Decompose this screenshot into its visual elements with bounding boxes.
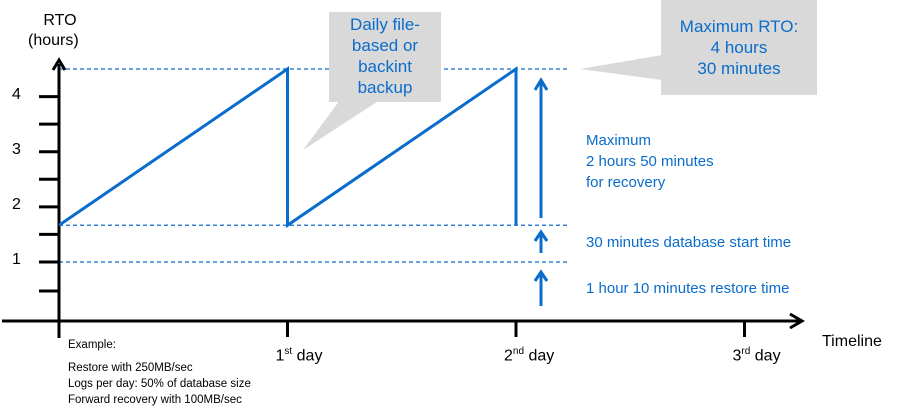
max-rto-callout-pointer — [580, 55, 662, 80]
y-axis-arrowhead — [51, 57, 67, 71]
backup-callout-pointer — [303, 100, 380, 150]
rto-sawtooth-line — [58, 66, 518, 229]
callout-line: backup — [357, 78, 413, 97]
y-axis-title-unit: (hours) — [28, 32, 79, 49]
y-tick-label: 1 — [12, 251, 21, 268]
x-tick-label: 3rd day — [733, 346, 781, 365]
x-tick-ordinal: rd — [741, 346, 751, 357]
x-tick-label: 2nd day — [504, 346, 554, 365]
x-axis-title: Timeline — [822, 333, 882, 350]
callout-line: 30 minutes — [697, 59, 781, 78]
x-tick-number: 2 — [504, 347, 513, 365]
x-tick-word: day — [754, 347, 781, 365]
example-details: Restore with 250MB/sec Logs per day: 50%… — [68, 360, 251, 408]
callout-line: Maximum RTO: — [679, 17, 799, 36]
start-time-annotation: 30 minutes database start time — [586, 234, 792, 251]
start-time-arrow — [533, 229, 549, 253]
callout-line: Daily file- — [350, 15, 420, 34]
callout-line: backint — [358, 57, 412, 76]
y-axis-title: RTO — [40, 10, 80, 32]
recovery-arrow — [533, 77, 549, 218]
x-tick-number: 3 — [732, 347, 742, 365]
annotation-line: 2 hours 50 minutes — [586, 153, 714, 170]
example-line: Forward recovery with 100MB/sec — [68, 394, 242, 406]
x-tick-word: day — [528, 347, 555, 365]
x-tick-word: day — [296, 347, 323, 365]
x-axis-arrowhead — [789, 312, 805, 330]
example-line: Restore with 250MB/sec — [68, 362, 193, 374]
example-title: Example: — [68, 339, 116, 351]
x-tick-number: 1 — [275, 347, 285, 365]
x-tick-label: 1st day — [276, 346, 323, 365]
y-tick-label: 2 — [12, 195, 21, 213]
annotation-line: Maximum — [586, 132, 652, 149]
backup-callout: Daily file- based or backint backup — [329, 12, 441, 102]
max-rto-callout: Maximum RTO: 4 hours 30 minutes — [661, 0, 817, 95]
annotation-line: for recovery — [586, 174, 666, 191]
restore-time-arrow — [533, 269, 549, 306]
callout-line: 4 hours — [710, 38, 768, 57]
callout-line: based or — [351, 36, 419, 55]
x-tick-ordinal: nd — [512, 346, 525, 357]
y-tick-label: 4 — [12, 85, 21, 103]
restore-time-annotation: 1 hour 10 minutes restore time — [586, 280, 790, 297]
example-line: Logs per day: 50% of database size — [68, 378, 251, 390]
y-axis-title-line: RTO — [43, 12, 77, 29]
recovery-annotation: Maximum 2 hours 50 minutes for recovery — [586, 130, 714, 193]
x-tick-ordinal: st — [284, 346, 293, 357]
y-tick-label: 3 — [12, 140, 21, 158]
